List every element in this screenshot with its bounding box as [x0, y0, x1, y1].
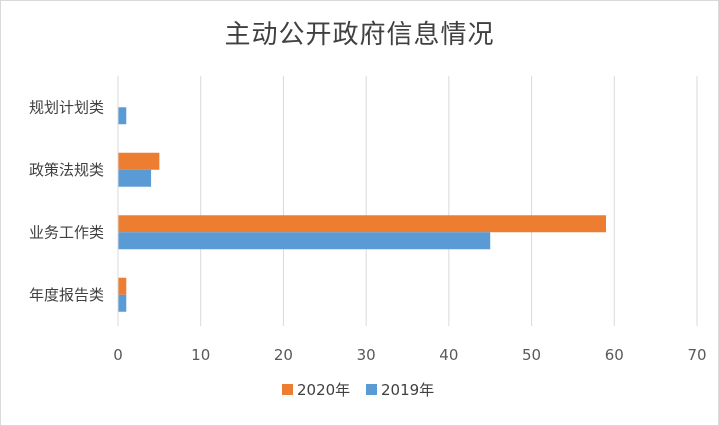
category-label: 规划计划类 [29, 98, 104, 116]
bar [118, 152, 160, 170]
bar [118, 107, 127, 125]
x-tick-label: 60 [605, 346, 624, 364]
x-tick-label: 20 [274, 346, 293, 364]
legend-swatch [282, 384, 293, 395]
x-tick-label: 50 [522, 346, 541, 364]
legend-label: 2019年 [381, 381, 434, 399]
bar [118, 232, 491, 250]
legend-swatch [366, 384, 377, 395]
x-tick-label: 70 [687, 346, 706, 364]
x-tick-label: 30 [357, 346, 376, 364]
x-tick-label: 10 [191, 346, 210, 364]
x-tick-label: 40 [439, 346, 458, 364]
category-label: 政策法规类 [29, 161, 104, 179]
bar [118, 294, 127, 312]
bar [118, 169, 152, 187]
chart-title: 主动公开政府信息情况 [224, 20, 495, 50]
legend-label: 2020年 [297, 381, 350, 399]
bar [118, 215, 607, 233]
category-label: 年度报告类 [29, 286, 104, 304]
category-label: 业务工作类 [29, 223, 104, 241]
bar [118, 277, 127, 295]
x-tick-label: 0 [113, 346, 123, 364]
